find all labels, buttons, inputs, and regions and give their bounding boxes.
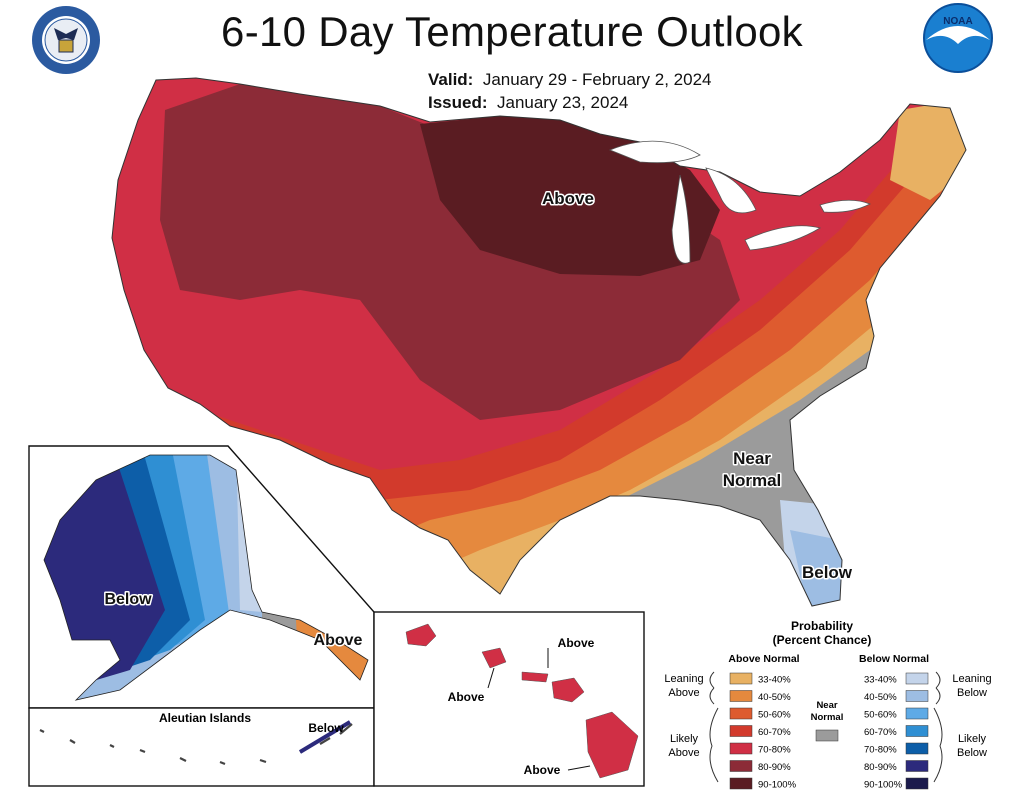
zone-above-80-90 xyxy=(160,84,740,420)
lake-ontario xyxy=(819,199,871,213)
lake-superior xyxy=(608,140,701,164)
page-title: 6-10 Day Temperature Outlook xyxy=(221,8,803,55)
legend-leaning-below-1: Leaning xyxy=(952,673,991,685)
lake-erie xyxy=(744,225,822,251)
legend-above-range-1: 40-50% xyxy=(758,692,791,703)
lake-michigan xyxy=(671,174,691,264)
valid-value: January 29 - February 2, 2024 xyxy=(482,70,712,89)
legend-below-swatch-1 xyxy=(905,690,929,702)
issued-value: January 23, 2024 xyxy=(496,93,629,112)
legend-leaning-below-2: Below xyxy=(957,687,987,699)
noaa-logo-text: NOAA xyxy=(943,16,972,27)
legend-likely-above-1: Likely xyxy=(670,733,699,745)
legend-above-range-0: 33-40% xyxy=(758,675,791,686)
alaska-inset: Below Above xyxy=(28,445,375,709)
valid-label: Valid: xyxy=(428,70,474,89)
legend-below-swatch-4 xyxy=(905,742,929,755)
legend-near-swatch xyxy=(815,729,839,742)
legend-above-swatch-2 xyxy=(729,707,753,720)
legend-near-1: Near xyxy=(816,700,837,711)
legend: Probability (Percent Chance) Above Norma… xyxy=(664,619,991,791)
legend-leaning-above-1: Leaning xyxy=(664,673,703,685)
legend-below-swatch-3 xyxy=(905,725,929,737)
legend-above-range-4: 70-80% xyxy=(758,745,791,756)
legend-above-range-5: 80-90% xyxy=(758,762,791,773)
aleutian-title: Aleutian Islands xyxy=(159,711,251,725)
noaa-logo: NOAA xyxy=(923,3,993,73)
legend-below-header: Below Normal xyxy=(859,653,929,665)
label-near-2: Normal xyxy=(723,471,782,490)
legend-below-range-0: 33-40% xyxy=(864,675,897,686)
legend-below-range-2: 50-60% xyxy=(864,710,897,721)
legend-title: Probability xyxy=(791,619,853,633)
legend-rows: 33-40% 33-40% 40-50% 40-50% 50-60% 50-60% 60-7… xyxy=(729,672,929,791)
legend-above-swatch-4 xyxy=(729,742,753,755)
issued-date: Issued: January 23, 2024 xyxy=(428,93,628,113)
legend-below-range-4: 70-80% xyxy=(864,745,897,756)
legend-below-range-5: 80-90% xyxy=(864,762,897,773)
legend-above-swatch-6 xyxy=(729,777,753,790)
legend-brace-likely-below xyxy=(933,707,943,783)
label-hawaii-above-3: Above xyxy=(524,763,561,777)
legend-above-swatch-0 xyxy=(729,672,753,685)
lake-huron xyxy=(705,167,757,214)
legend-above-swatch-5 xyxy=(729,760,753,772)
legend-above-range-3: 60-70% xyxy=(758,727,791,738)
legend-below-swatch-6 xyxy=(905,777,929,790)
legend-brace-leaning-above xyxy=(709,671,715,705)
label-alaska-below: Below xyxy=(104,591,152,608)
legend-below-range-1: 40-50% xyxy=(864,692,897,703)
legend-brace-leaning-below xyxy=(935,671,941,705)
legend-leaning-above-2: Above xyxy=(668,687,699,699)
legend-below-swatch-0 xyxy=(905,672,929,685)
legend-likely-above-2: Above xyxy=(668,747,699,759)
legend-likely-below-2: Below xyxy=(957,747,987,759)
label-above-north: Above xyxy=(542,189,594,208)
legend-above-header: Above Normal xyxy=(728,653,799,665)
legend-above-swatch-3 xyxy=(729,725,753,737)
label-hawaii-above-1: Above xyxy=(448,690,485,704)
legend-below-range-3: 60-70% xyxy=(864,727,897,738)
commerce-seal-logo xyxy=(32,6,100,74)
legend-below-swatch-5 xyxy=(905,760,929,772)
legend-subtitle: (Percent Chance) xyxy=(773,633,872,647)
legend-above-range-6: 90-100% xyxy=(758,780,797,791)
hawaii-inset: Above Above Above xyxy=(373,611,645,787)
legend-near-2: Normal xyxy=(811,712,844,723)
label-aleutian-below: Below xyxy=(308,721,344,735)
legend-above-swatch-1 xyxy=(729,690,753,702)
aleutian-inset: Aleutian Islands Below xyxy=(28,707,375,787)
issued-label: Issued: xyxy=(428,93,488,112)
legend-brace-likely-above xyxy=(709,707,719,783)
label-near-1: Near xyxy=(733,449,771,468)
legend-above-range-2: 50-60% xyxy=(758,710,791,721)
legend-likely-below-1: Likely xyxy=(958,733,987,745)
label-below-florida: Below xyxy=(802,563,853,582)
legend-below-swatch-2 xyxy=(905,707,929,720)
label-alaska-above: Above xyxy=(314,632,363,649)
legend-below-range-6: 90-100% xyxy=(864,780,903,791)
valid-dates: Valid: January 29 - February 2, 2024 xyxy=(428,70,712,90)
label-hawaii-above-2: Above xyxy=(558,636,595,650)
